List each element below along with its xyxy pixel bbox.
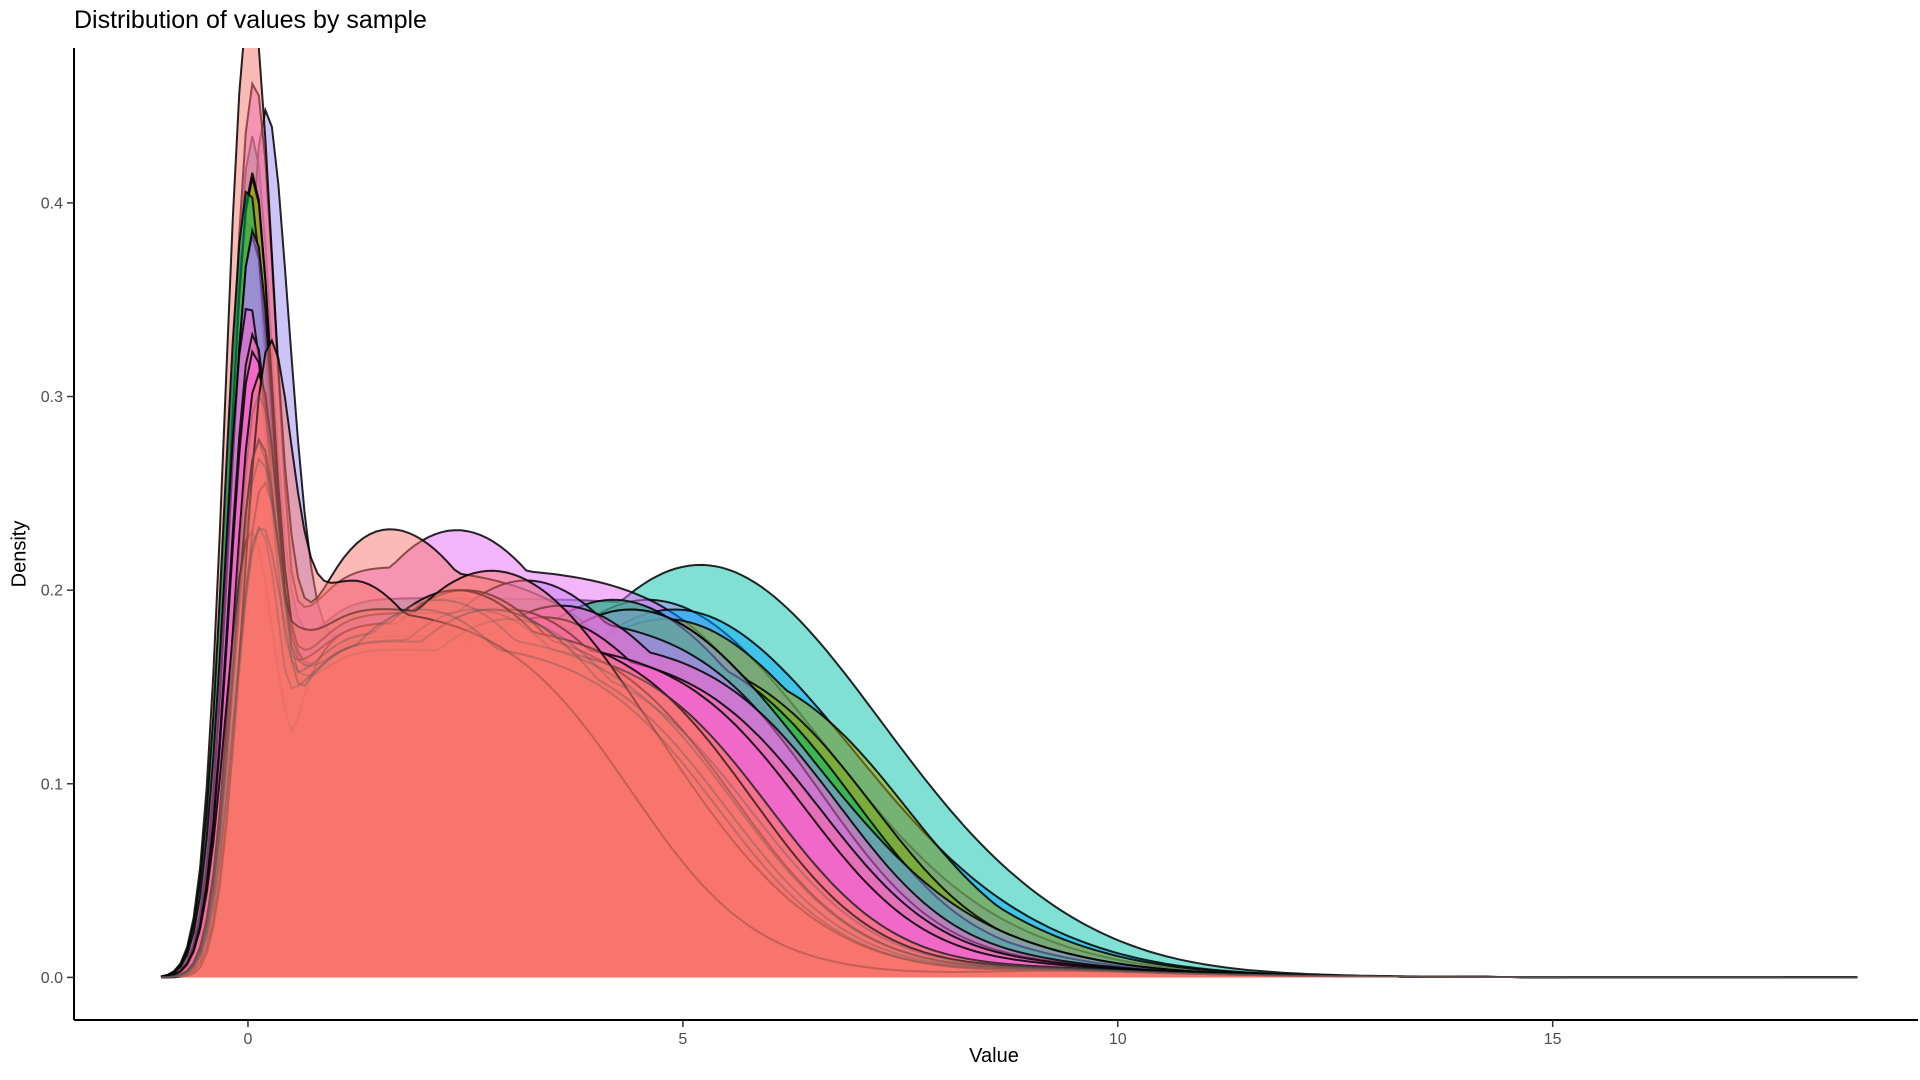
density-line-22: [160, 525, 1858, 979]
density-line-23: [160, 527, 1858, 979]
density-line-21: [160, 457, 1858, 979]
y-tick-label: 0.4: [41, 195, 63, 212]
y-tick-label: 0.3: [41, 389, 63, 406]
density-line-20: [160, 438, 1858, 979]
density-area-18: [161, 340, 1858, 978]
density-area-20: [161, 441, 1858, 978]
y-tick-label: 0.1: [41, 776, 63, 793]
density-area-21: [161, 459, 1858, 978]
density-area-19: [161, 394, 1858, 978]
chart-title: Distribution of values by sample: [74, 6, 427, 34]
y-axis-title: Density: [8, 520, 31, 588]
x-axis-title: Value: [969, 1045, 1019, 1067]
density-line-18: [160, 338, 1858, 979]
density-area-22: [161, 528, 1858, 978]
x-tick-label: 15: [1544, 1031, 1562, 1048]
density-area-23: [161, 528, 1858, 978]
x-tick-label: 5: [678, 1031, 687, 1048]
density-line-19: [160, 390, 1858, 979]
x-tick-label: 0: [244, 1031, 253, 1048]
y-tick-label: 0.0: [41, 970, 63, 987]
density-series-group: [160, 48, 1858, 979]
x-tick-label: 10: [1109, 1031, 1127, 1048]
y-tick-label: 0.2: [41, 583, 63, 600]
